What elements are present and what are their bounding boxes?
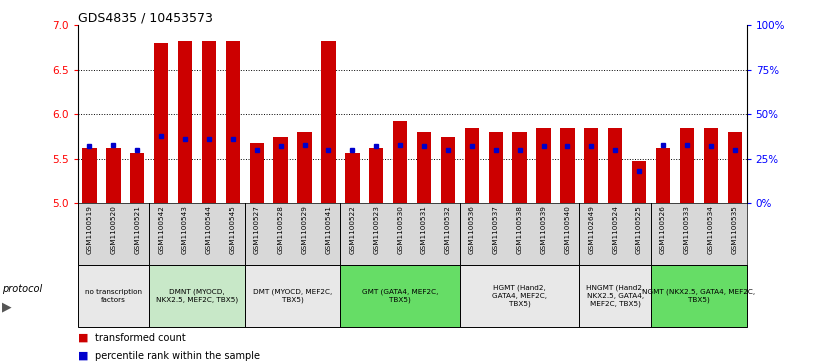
Bar [369,148,384,203]
Text: no transcription
factors: no transcription factors [85,289,142,303]
Bar [608,128,623,203]
Bar [512,132,527,203]
Bar [345,152,360,203]
Text: GSM1100522: GSM1100522 [349,205,355,254]
Text: GSM1100540: GSM1100540 [565,205,570,254]
Text: transformed count: transformed count [95,333,186,343]
Bar [632,162,646,203]
Text: GSM1100529: GSM1100529 [302,205,308,254]
Bar [149,265,245,327]
Bar [584,128,598,203]
Text: GSM1100538: GSM1100538 [517,205,522,254]
Text: GSM1100544: GSM1100544 [206,205,212,254]
Bar [417,132,431,203]
Bar [656,148,670,203]
Bar [728,132,742,203]
Text: GSM1100543: GSM1100543 [182,205,188,254]
Text: GSM1100520: GSM1100520 [110,205,117,254]
Text: GSM1100526: GSM1100526 [660,205,666,254]
Bar [561,128,574,203]
Bar [106,148,121,203]
Bar [464,128,479,203]
Text: GSM1100541: GSM1100541 [326,205,331,254]
Bar [393,122,407,203]
Bar [536,128,551,203]
Text: GSM1100537: GSM1100537 [493,205,499,254]
Bar [250,143,264,203]
Text: GSM1100527: GSM1100527 [254,205,259,254]
Text: GSM1100524: GSM1100524 [612,205,619,254]
Text: ■: ■ [78,351,88,361]
Bar [441,136,455,203]
Text: ■: ■ [78,333,88,343]
Text: GSM1100523: GSM1100523 [373,205,379,254]
Text: GSM1100535: GSM1100535 [732,205,738,254]
Text: GSM1100536: GSM1100536 [469,205,475,254]
Text: percentile rank within the sample: percentile rank within the sample [95,351,260,361]
Text: GSM1100528: GSM1100528 [277,205,284,254]
Bar [651,265,747,327]
Bar [703,128,718,203]
Text: GDS4835 / 10453573: GDS4835 / 10453573 [78,11,212,24]
Bar [322,41,335,203]
Text: GSM1100532: GSM1100532 [445,205,451,254]
Bar [82,148,96,203]
Text: GMT (GATA4, MEF2C,
TBX5): GMT (GATA4, MEF2C, TBX5) [362,289,438,303]
Bar [154,43,168,203]
Text: GSM1100539: GSM1100539 [540,205,547,254]
Text: DMT (MYOCD, MEF2C,
TBX5): DMT (MYOCD, MEF2C, TBX5) [253,289,332,303]
Text: HGMT (Hand2,
GATA4, MEF2C,
TBX5): HGMT (Hand2, GATA4, MEF2C, TBX5) [492,285,547,307]
Text: GSM1100542: GSM1100542 [158,205,164,254]
Bar [460,265,579,327]
Bar [226,41,240,203]
Bar [680,128,694,203]
Text: HNGMT (Hand2,
NKX2.5, GATA4,
MEF2C, TBX5): HNGMT (Hand2, NKX2.5, GATA4, MEF2C, TBX5… [586,285,645,307]
Bar [245,265,340,327]
Text: GSM1100519: GSM1100519 [86,205,92,254]
Bar [579,265,651,327]
Text: ▶: ▶ [2,300,11,313]
Text: GSM1100545: GSM1100545 [230,205,236,254]
Bar [340,265,460,327]
Text: GSM1100531: GSM1100531 [421,205,427,254]
Text: GSM1100521: GSM1100521 [135,205,140,254]
Bar [297,132,312,203]
Text: GSM1102649: GSM1102649 [588,205,594,254]
Bar [202,41,216,203]
Bar [273,136,288,203]
Bar [489,132,503,203]
Text: GSM1100530: GSM1100530 [397,205,403,254]
Bar [78,265,149,327]
Text: GSM1100533: GSM1100533 [684,205,690,254]
Bar [178,41,193,203]
Text: GSM1100534: GSM1100534 [707,205,714,254]
Bar [130,152,144,203]
Text: NGMT (NKX2.5, GATA4, MEF2C,
TBX5): NGMT (NKX2.5, GATA4, MEF2C, TBX5) [642,289,756,303]
Text: GSM1100525: GSM1100525 [636,205,642,254]
Text: DMNT (MYOCD,
NKX2.5, MEF2C, TBX5): DMNT (MYOCD, NKX2.5, MEF2C, TBX5) [156,289,238,303]
Text: protocol: protocol [2,284,42,294]
